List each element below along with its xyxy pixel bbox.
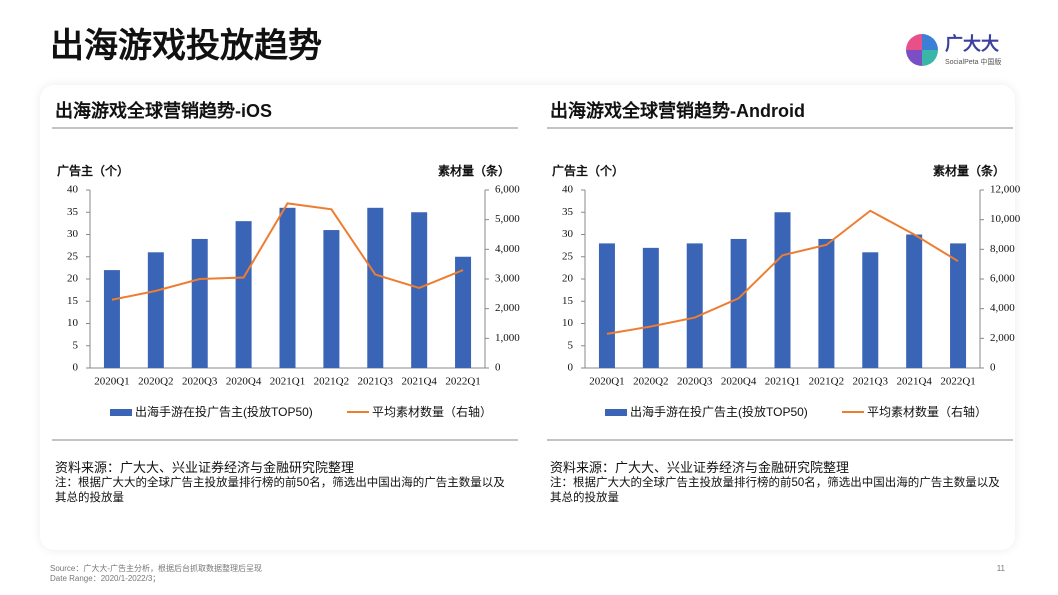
bar bbox=[191, 238, 208, 368]
y-tick-label: 30 bbox=[562, 228, 574, 240]
note-text: 注：根据广大大的全球广告主投放量排行榜的前50名，筛选出中国出海的广告主数量以及… bbox=[55, 477, 505, 504]
x-tick-label: 2021Q1 bbox=[270, 376, 305, 388]
y2-tick-label: 2,000 bbox=[990, 332, 1015, 344]
chart-title: 出海游戏全球营销趋势-Android bbox=[550, 100, 805, 121]
legend-label: 平均素材数量（右轴） bbox=[867, 404, 987, 419]
legend-label: 出海手游在投广告主(投放TOP50) bbox=[135, 404, 313, 419]
y2-tick-label: 4,000 bbox=[990, 302, 1015, 314]
y-tick-label: 5 bbox=[73, 339, 79, 351]
y2-axis-label: 素材量（条） bbox=[933, 163, 1005, 178]
x-tick-label: 2021Q2 bbox=[314, 376, 349, 388]
x-tick-label: 2020Q1 bbox=[94, 376, 129, 388]
logo-subtext: SocialPeta 中国版 bbox=[945, 57, 1001, 66]
y2-axis-label: 素材量（条） bbox=[438, 163, 510, 178]
x-tick-label: 2020Q1 bbox=[589, 376, 624, 388]
bar bbox=[642, 247, 659, 368]
bar bbox=[774, 212, 791, 368]
bar bbox=[598, 243, 615, 368]
y-tick-label: 35 bbox=[562, 206, 574, 218]
y2-tick-label: 1,000 bbox=[495, 332, 520, 344]
y-tick-label: 25 bbox=[67, 250, 79, 262]
x-tick-label: 2021Q3 bbox=[853, 376, 889, 388]
y2-tick-label: 6,000 bbox=[990, 273, 1015, 285]
y2-tick-label: 6,000 bbox=[495, 184, 520, 196]
y-tick-label: 20 bbox=[562, 273, 574, 285]
x-tick-label: 2021Q4 bbox=[896, 376, 932, 388]
y2-tick-label: 0 bbox=[495, 362, 501, 374]
x-tick-label: 2020Q2 bbox=[633, 376, 668, 388]
y-axis-label: 广告主（个） bbox=[57, 163, 129, 178]
y-tick-label: 30 bbox=[67, 228, 79, 240]
y-tick-label: 20 bbox=[67, 273, 79, 285]
bar bbox=[455, 256, 472, 368]
y-tick-label: 15 bbox=[562, 295, 574, 307]
y-tick-label: 25 bbox=[562, 250, 574, 262]
y-tick-label: 35 bbox=[67, 206, 79, 218]
y2-tick-label: 4,000 bbox=[495, 243, 520, 255]
chart-title: 出海游戏全球营销趋势-iOS bbox=[55, 100, 272, 121]
x-tick-label: 2020Q3 bbox=[182, 376, 218, 388]
note-text: 注：根据广大大的全球广告主投放量排行榜的前50名，筛选出中国出海的广告主数量以及… bbox=[550, 477, 1000, 504]
line bbox=[111, 202, 464, 301]
legend-swatch bbox=[110, 409, 132, 416]
bar bbox=[323, 230, 340, 368]
x-tick-label: 2022Q1 bbox=[940, 376, 975, 388]
x-tick-label: 2020Q3 bbox=[677, 376, 713, 388]
bar bbox=[862, 252, 879, 368]
bar bbox=[103, 270, 120, 368]
y-tick-label: 40 bbox=[562, 184, 574, 196]
y-tick-label: 5 bbox=[568, 339, 574, 351]
slide-title: 出海游戏投放趋势 bbox=[50, 27, 322, 65]
bar bbox=[906, 234, 923, 368]
legend-label: 平均素材数量（右轴） bbox=[372, 404, 492, 419]
bar bbox=[818, 238, 835, 368]
y-tick-label: 15 bbox=[67, 295, 79, 307]
y2-tick-label: 5,000 bbox=[495, 213, 520, 225]
footer-source: Source：广大大-广告主分析，根据后台抓取数据整理后呈现 bbox=[50, 563, 262, 573]
y-tick-label: 0 bbox=[73, 362, 79, 374]
legend-label: 出海手游在投广告主(投放TOP50) bbox=[630, 404, 808, 419]
x-tick-label: 2020Q4 bbox=[721, 376, 757, 388]
bar bbox=[950, 243, 967, 368]
footer-date: Date Range：2020/1-2022/3； bbox=[50, 574, 160, 583]
logo-icon bbox=[906, 34, 938, 66]
page-number: 11 bbox=[997, 564, 1006, 573]
bar bbox=[279, 207, 296, 368]
legend-swatch bbox=[605, 409, 627, 416]
x-tick-label: 2020Q4 bbox=[226, 376, 262, 388]
y-tick-label: 10 bbox=[562, 317, 574, 329]
y-tick-label: 10 bbox=[67, 317, 79, 329]
bar bbox=[147, 252, 164, 368]
bar bbox=[367, 207, 384, 368]
x-tick-label: 2020Q2 bbox=[138, 376, 173, 388]
x-tick-label: 2021Q2 bbox=[809, 376, 844, 388]
x-tick-label: 2021Q4 bbox=[401, 376, 437, 388]
x-tick-label: 2021Q3 bbox=[358, 376, 394, 388]
bar bbox=[411, 212, 428, 368]
logo-text: 广大大 bbox=[945, 33, 999, 54]
y2-tick-label: 10,000 bbox=[990, 213, 1021, 225]
source-text: 资料来源：广大大、兴业证券经济与金融研究院整理 bbox=[550, 460, 850, 475]
y2-tick-label: 0 bbox=[990, 362, 996, 374]
bar bbox=[686, 243, 703, 368]
bar bbox=[730, 238, 747, 368]
x-tick-label: 2021Q1 bbox=[765, 376, 800, 388]
y-tick-label: 40 bbox=[67, 184, 79, 196]
y-tick-label: 0 bbox=[568, 362, 574, 374]
y2-tick-label: 12,000 bbox=[990, 184, 1021, 196]
y2-tick-label: 3,000 bbox=[495, 273, 520, 285]
y-axis-label: 广告主（个） bbox=[552, 163, 624, 178]
bar bbox=[235, 221, 252, 368]
line bbox=[606, 209, 959, 335]
x-tick-label: 2022Q1 bbox=[445, 376, 480, 388]
y2-tick-label: 2,000 bbox=[495, 302, 520, 314]
y2-tick-label: 8,000 bbox=[990, 243, 1015, 255]
source-text: 资料来源：广大大、兴业证券经济与金融研究院整理 bbox=[55, 460, 355, 475]
